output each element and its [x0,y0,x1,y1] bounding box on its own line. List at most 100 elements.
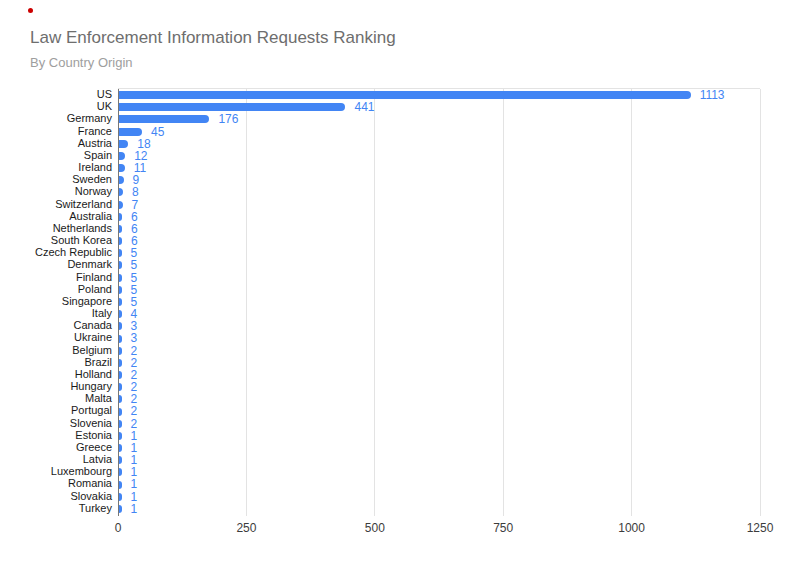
chart-canvas: Law Enforcement Information Requests Ran… [0,0,788,562]
bar[interactable] [119,188,123,196]
plot-area: 0250500750100012501113441176451812119876… [118,88,760,515]
value-label: 1 [131,491,138,503]
bar[interactable] [119,201,123,209]
category-label: Canada [0,319,112,331]
bar[interactable] [119,298,122,306]
bar[interactable] [119,359,122,367]
category-label: Poland [0,283,112,295]
value-label: 441 [354,101,374,113]
category-label: Germany [0,112,112,124]
bar[interactable] [119,493,122,501]
category-label: Slovenia [0,417,112,429]
bar[interactable] [119,505,122,513]
bar[interactable] [119,395,122,403]
category-label: Norway [0,185,112,197]
gridline [246,89,247,516]
value-label: 1 [131,478,138,490]
value-label: 5 [131,259,138,271]
bar[interactable] [119,420,122,428]
category-label: Brazil [0,356,112,368]
category-axis: USUKGermanyFranceAustriaSpainIrelandSwed… [0,88,112,514]
x-axis-tick-label: 500 [345,521,405,535]
value-label: 8 [132,186,139,198]
value-label: 1113 [700,89,725,101]
bar[interactable] [119,371,122,379]
category-label: Ireland [0,161,112,173]
bar[interactable] [119,274,122,282]
value-label: 2 [131,345,138,357]
bar[interactable] [119,481,122,489]
category-label: Turkey [0,502,112,514]
bar[interactable] [119,164,125,172]
bar[interactable] [119,456,122,464]
value-label: 3 [131,332,138,344]
bar[interactable] [119,237,122,245]
category-label: Singapore [0,295,112,307]
bar[interactable] [119,140,128,148]
category-label: US [0,88,112,100]
bar[interactable] [119,335,122,343]
category-label: Estonia [0,429,112,441]
value-label: 5 [131,272,138,284]
category-label: Slovakia [0,490,112,502]
red-dot [28,8,33,13]
chart-subtitle: By Country Origin [30,55,133,71]
bar[interactable] [119,128,142,136]
x-axis-tick-label: 250 [216,521,276,535]
bar[interactable] [119,408,122,416]
category-label: Spain [0,149,112,161]
value-label: 176 [218,113,238,125]
value-label: 2 [131,418,138,430]
chart-title: Law Enforcement Information Requests Ran… [30,27,396,49]
category-label: Denmark [0,258,112,270]
category-label: Netherlands [0,222,112,234]
category-label: Romania [0,477,112,489]
bar[interactable] [119,225,122,233]
category-label: Austria [0,137,112,149]
category-label: Luxembourg [0,465,112,477]
gridline [503,89,504,516]
category-label: Finland [0,271,112,283]
category-label: France [0,125,112,137]
category-label: Malta [0,392,112,404]
bar[interactable] [119,347,122,355]
category-label: Hungary [0,380,112,392]
category-label: UK [0,100,112,112]
category-label: Ukraine [0,331,112,343]
value-label: 1 [131,503,138,515]
value-label: 7 [132,199,139,211]
bar[interactable] [119,249,122,257]
category-label: Latvia [0,453,112,465]
category-label: Holland [0,368,112,380]
bar[interactable] [119,152,125,160]
bar[interactable] [119,322,122,330]
gridline [760,89,761,516]
bar[interactable] [119,468,122,476]
category-label: Switzerland [0,198,112,210]
bar[interactable] [119,261,122,269]
category-label: Czech Republic [0,246,112,258]
bar[interactable] [119,286,122,294]
bar[interactable] [119,213,122,221]
category-label: Belgium [0,344,112,356]
category-label: Portugal [0,404,112,416]
x-axis-tick-label: 1000 [602,521,662,535]
bar[interactable] [119,310,122,318]
bar[interactable] [119,444,122,452]
x-axis-tick-label: 750 [473,521,533,535]
category-label: South Korea [0,234,112,246]
bar[interactable] [119,91,691,99]
bar[interactable] [119,103,345,111]
bar[interactable] [119,115,209,123]
category-label: Italy [0,307,112,319]
bar[interactable] [119,176,124,184]
value-label: 2 [131,405,138,417]
category-label: Sweden [0,173,112,185]
bar[interactable] [119,432,122,440]
gridline [631,89,632,516]
bar[interactable] [119,383,122,391]
value-label: 45 [151,126,164,138]
gridline [374,89,375,516]
x-axis-tick-label: 1250 [730,521,788,535]
category-label: Greece [0,441,112,453]
